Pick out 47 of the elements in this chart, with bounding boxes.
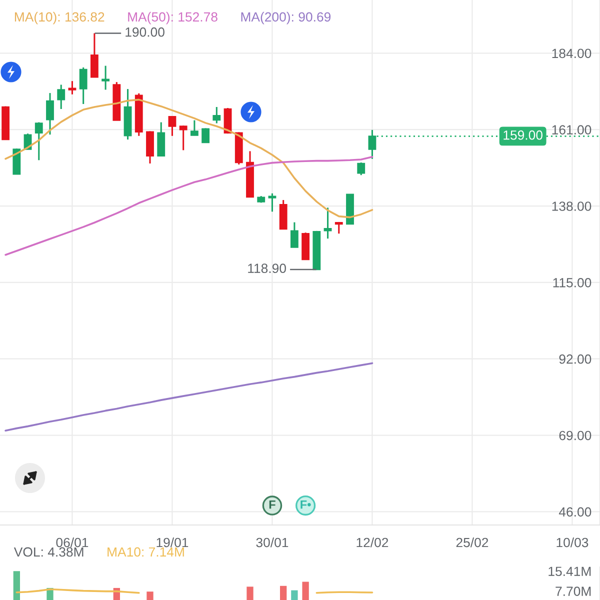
- candlestick: [146, 130, 154, 164]
- annotation: 118.90: [248, 264, 286, 274]
- annotation: 190.00: [126, 27, 164, 37]
- ref-line-label: 159.00: [504, 130, 542, 140]
- candlestick: [90, 32, 98, 78]
- y-tick-label: 161.00: [552, 125, 592, 134]
- y-tick-label: 92.00: [559, 354, 592, 364]
- y-tick-label: 138.00: [552, 202, 592, 211]
- x-tick-label: 30/01: [256, 538, 288, 548]
- line-series: [4, 362, 374, 432]
- y-tick-label: 7.70M: [556, 586, 591, 596]
- candlestick: [268, 192, 276, 212]
- candlestick: [46, 92, 54, 136]
- y-tick-label: 15.41M: [548, 566, 591, 576]
- candlestick: [102, 65, 110, 90]
- candlestick: [179, 124, 188, 151]
- candlestick: [168, 116, 176, 137]
- line-series: [4, 156, 374, 256]
- y-tick-label: 115.00: [553, 278, 592, 288]
- candlestick: [157, 122, 166, 157]
- x-tick-label: 06/01: [56, 538, 88, 548]
- candlestick: [324, 206, 332, 240]
- annotation: F•: [300, 500, 311, 509]
- candlestick: [57, 84, 66, 110]
- text: MA(200): 90.69: [241, 12, 331, 24]
- text: MA10: 7.14M: [108, 547, 184, 557]
- y-tick-label: 69.00: [559, 430, 592, 440]
- candlestick: [290, 222, 298, 248]
- x-tick-label: 19/01: [156, 538, 188, 548]
- candlestick: [357, 162, 366, 176]
- chart-title: VOL: 4.38M: [14, 547, 84, 557]
- x-tick-label: 12/02: [356, 538, 388, 548]
- candlestick: [202, 127, 210, 144]
- line-series: [4, 98, 374, 218]
- candlestick: [79, 66, 88, 105]
- candlestick: [190, 120, 198, 136]
- candlestick: [212, 106, 221, 124]
- x-tick-label: 10/03: [556, 538, 588, 548]
- text: MA(10): 136.82: [14, 12, 104, 24]
- candlestick: [368, 129, 376, 160]
- y-tick-label: 46.00: [558, 507, 592, 517]
- y-tick-label: 184.00: [552, 48, 592, 58]
- x-tick-label: 25/02: [456, 538, 488, 548]
- candlestick: [34, 122, 43, 161]
- annotation: F: [269, 500, 276, 509]
- text: MA(50): 152.78: [128, 12, 218, 24]
- candlestick: [68, 80, 76, 96]
